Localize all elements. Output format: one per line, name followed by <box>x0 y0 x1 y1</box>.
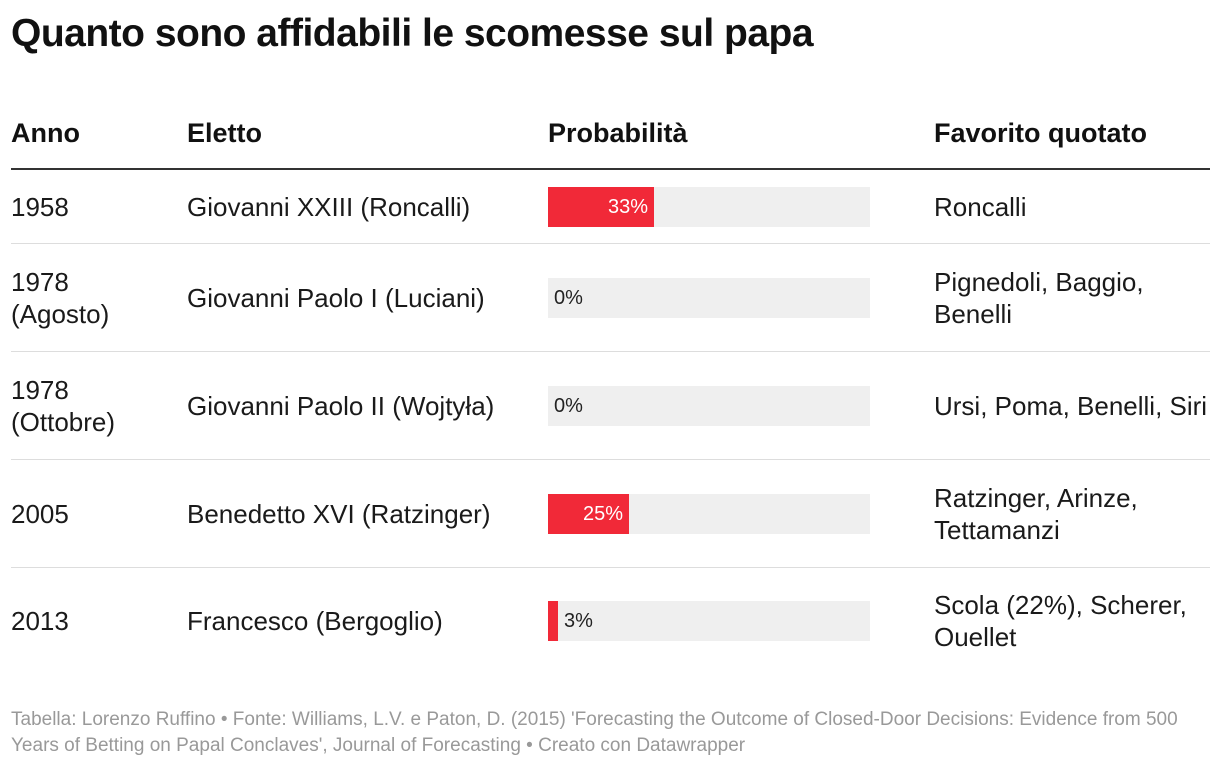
probability-label: 25% <box>582 502 623 525</box>
probability-bar-track: 0% <box>548 385 870 426</box>
column-header-probabilita[interactable]: Probabilità <box>548 118 688 148</box>
cell-anno: 1978 (Ottobre) <box>11 374 116 437</box>
cell-anno: 2013 <box>11 606 69 636</box>
table-row: 2013 Francesco (Bergoglio) 3% Scola (22%), … <box>11 568 1210 674</box>
footer-credits: Tabella: Lorenzo Ruffino • Fonte: Willia… <box>11 709 1178 756</box>
cell-favorito: Scola (22%), Scherer, Ouellet <box>934 590 1187 652</box>
cell-favorito: Ursi, Poma, Benelli, Siri <box>934 390 1208 421</box>
probability-bar <box>548 493 629 534</box>
probability-bar-track: 33% <box>548 186 870 227</box>
table-row: 1978 (Agosto) Giovanni Paolo I (Luciani) 0… <box>11 244 1210 352</box>
probability-label: 33% <box>607 195 648 218</box>
data-table: Anno Eletto Probabilità Favorito quotato… <box>11 100 1210 674</box>
cell-eletto: Francesco (Bergoglio) <box>187 606 443 636</box>
cell-eletto: Benedetto XVI (Ratzinger) <box>187 498 491 529</box>
cell-probabilita: 25% <box>548 460 871 567</box>
column-header-eletto[interactable]: Eletto <box>187 118 263 148</box>
table-row: 1978 (Ottobre) Giovanni Paolo II (Wojtyła… <box>11 352 1210 460</box>
probability-label: 3% <box>564 610 593 632</box>
cell-probabilita: 0% <box>548 244 871 351</box>
cell-favorito: Ratzinger, Arinze, Tettamanzi <box>934 482 1138 545</box>
cell-probabilita: 0% <box>548 352 871 459</box>
column-header-anno[interactable]: Anno <box>11 118 80 148</box>
probability-label: 0% <box>554 394 583 417</box>
cell-anno: 2005 <box>11 498 69 529</box>
probability-bar <box>548 186 654 227</box>
table-row: 1958 Giovanni XXIII (Roncalli) 33% Roncalli <box>11 170 1210 244</box>
probability-bar-track: 3% <box>548 601 870 641</box>
cell-eletto: Giovanni Paolo I (Luciani) <box>187 282 485 313</box>
cell-anno: 1958 <box>11 191 69 222</box>
cell-anno: 1978 (Agosto) <box>11 266 110 329</box>
cell-probabilita: 3% <box>548 568 871 674</box>
chart-title: Quanto sono affidabili le scomesse sul p… <box>11 12 814 55</box>
cell-eletto: Giovanni XXIII (Roncalli) <box>187 191 471 222</box>
table-row: 2005 Benedetto XVI (Ratzinger) 25% Ratzinge… <box>11 460 1210 568</box>
column-header-favorito[interactable]: Favorito quotato <box>934 118 1147 148</box>
table-body: 1958 Giovanni XXIII (Roncalli) 33% Roncalli… <box>11 170 1210 674</box>
table-header: Anno Eletto Probabilità Favorito quotato <box>11 100 1210 170</box>
cell-probabilita: 33% <box>548 170 871 243</box>
probability-bar <box>548 601 558 641</box>
probability-label: 0% <box>554 286 583 309</box>
cell-favorito: Pignedoli, Baggio, Benelli <box>934 266 1144 329</box>
probability-bar-track: 0% <box>548 277 870 318</box>
cell-favorito: Roncalli <box>934 191 1027 222</box>
cell-eletto: Giovanni Paolo II (Wojtyła) <box>187 390 495 421</box>
probability-bar-track: 25% <box>548 493 870 534</box>
